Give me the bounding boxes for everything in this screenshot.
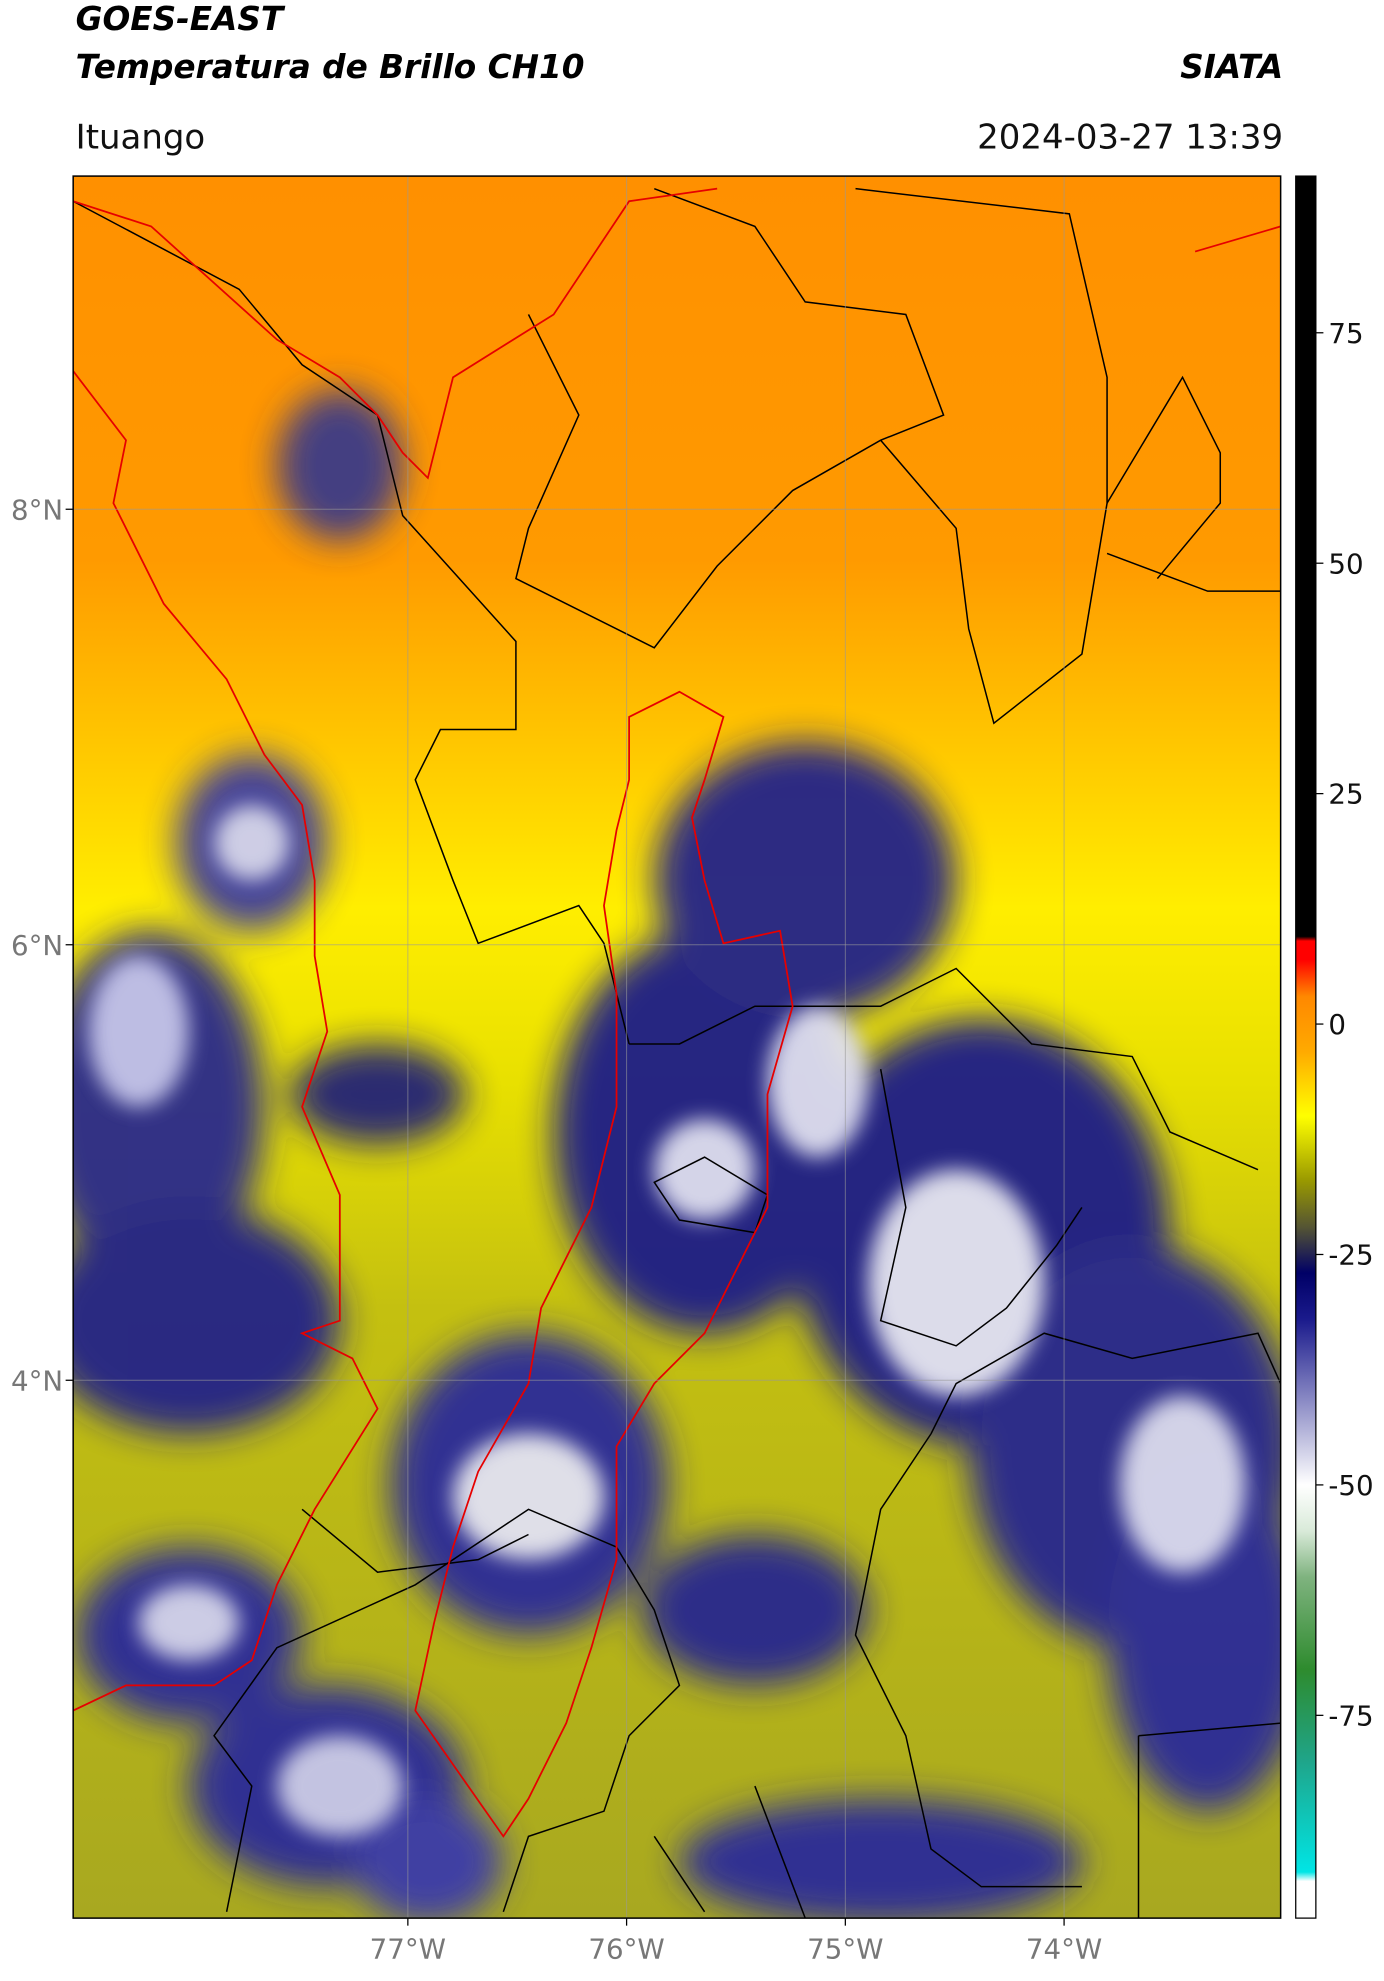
x-tick-label: 75°W: [807, 1932, 883, 1965]
satellite-image: [73, 176, 1281, 1919]
colorbar-tick-label: 75: [1328, 317, 1363, 350]
timestamp: 2024-03-27 13:39: [977, 117, 1283, 157]
y-tick-label: 8°N: [11, 493, 63, 526]
colorbar-tick-label: -25: [1328, 1239, 1373, 1272]
x-tick-label: 77°W: [370, 1932, 446, 1965]
map-frame: [72, 175, 1282, 1919]
y-tick-label: 6°N: [11, 929, 63, 962]
x-tick-label: 76°W: [588, 1932, 664, 1965]
colorbar-tick-label: -75: [1328, 1699, 1373, 1732]
source: SIATA: [1180, 48, 1283, 86]
location: Ituango: [76, 117, 206, 157]
colorbar-tick-label: 50: [1328, 547, 1363, 580]
boundaries: [73, 187, 1281, 1919]
colorbar-tick-label: -50: [1328, 1469, 1373, 1502]
colorbar-tick-label: 0: [1328, 1008, 1346, 1041]
region-boundaries: [73, 187, 1281, 1838]
subtitle: Temperatura de Brillo CH10: [76, 48, 585, 86]
colorbar-tick-label: 25: [1328, 778, 1363, 811]
y-tick-label: 4°N: [11, 1364, 63, 1397]
x-tick-label: 74°W: [1026, 1932, 1102, 1965]
colorbar: [1295, 175, 1317, 1919]
title: GOES-EAST: [76, 0, 286, 38]
